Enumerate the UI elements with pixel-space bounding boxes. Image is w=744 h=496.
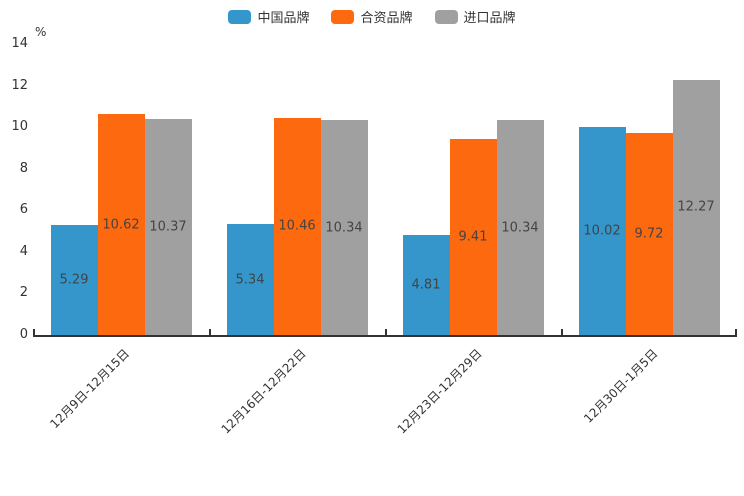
bar-series3-group3: 10.34 bbox=[496, 120, 544, 335]
bar-group-3: 4.81 9.41 10.34 bbox=[385, 44, 561, 335]
x-axis-tick bbox=[33, 329, 35, 335]
bar-group-1: 5.29 10.62 10.37 bbox=[33, 44, 209, 335]
y-tick-label: 0 bbox=[19, 327, 28, 342]
y-tick-label: 14 bbox=[11, 36, 28, 51]
bar-series3-group4: 12.27 bbox=[672, 79, 720, 335]
legend-swatch-icon bbox=[331, 9, 355, 24]
bar-series3-group1: 10.37 bbox=[144, 119, 192, 335]
bar-value-label: 10.37 bbox=[149, 219, 187, 235]
x-category-label: 12月23日-12月29日 bbox=[394, 346, 485, 437]
legend-label: 合资品牌 bbox=[360, 11, 413, 26]
bar-value-label: 10.62 bbox=[102, 217, 140, 233]
y-tick-label: 4 bbox=[19, 243, 28, 259]
legend-label: 进口品牌 bbox=[463, 11, 516, 26]
x-axis-tick bbox=[209, 329, 211, 335]
bar-series1-group2: 5.34 bbox=[226, 224, 274, 335]
bar-series1-group3: 4.81 bbox=[402, 235, 450, 335]
x-category-label: 12月9日-12月15日 bbox=[47, 346, 133, 432]
bar-value-label: 4.81 bbox=[411, 277, 441, 293]
bar-value-label: 9.72 bbox=[634, 226, 664, 242]
y-tick-label: 2 bbox=[19, 285, 28, 301]
bar-value-label: 10.34 bbox=[501, 220, 539, 236]
bar-value-label: 10.02 bbox=[583, 223, 621, 239]
bar-value-label: 10.34 bbox=[325, 220, 363, 236]
bar-group-4: 10.02 9.72 12.27 bbox=[561, 44, 737, 335]
bar-series2-group4: 9.72 bbox=[625, 132, 673, 335]
y-tick-label: 12 bbox=[11, 77, 28, 93]
x-axis-tick bbox=[385, 329, 387, 335]
y-axis-unit-label: % bbox=[35, 25, 47, 39]
plot-area: 5.29 10.62 10.37 5.34 10.46 10.34 4.81 9.41 10.3… bbox=[33, 44, 737, 337]
legend-item-1: 中国品牌 bbox=[228, 7, 309, 26]
bar-value-label: 5.29 bbox=[59, 272, 89, 288]
legend: 中国品牌 合资品牌 进口品牌 bbox=[0, 7, 744, 26]
y-tick-label: 10 bbox=[11, 119, 28, 135]
legend-swatch-icon bbox=[228, 9, 252, 24]
x-axis-tick bbox=[735, 329, 737, 335]
legend-item-2: 合资品牌 bbox=[331, 7, 413, 26]
y-tick-label: 6 bbox=[19, 202, 28, 218]
legend-swatch-icon bbox=[434, 9, 458, 24]
bar-series1-group1: 5.29 bbox=[50, 225, 98, 335]
legend-label: 中国品牌 bbox=[257, 11, 310, 26]
bar-group-2: 5.34 10.46 10.34 bbox=[209, 44, 385, 335]
x-category-label: 12月30日-1月5日 bbox=[581, 346, 661, 426]
bar-value-label: 10.46 bbox=[278, 218, 316, 234]
bar-series2-group1: 10.62 bbox=[97, 114, 145, 335]
bar-value-label: 12.27 bbox=[677, 199, 715, 215]
bar-value-label: 9.41 bbox=[458, 229, 488, 245]
bar-value-label: 5.34 bbox=[235, 272, 265, 287]
bar-series2-group3: 9.41 bbox=[449, 139, 497, 335]
legend-item-3: 进口品牌 bbox=[434, 7, 516, 26]
x-axis-tick bbox=[561, 329, 563, 335]
bar-series1-group4: 10.02 bbox=[578, 126, 626, 335]
x-category-label: 12月16日-12月22日 bbox=[218, 346, 309, 437]
y-tick-label: 8 bbox=[19, 160, 28, 176]
bar-series2-group2: 10.46 bbox=[273, 117, 321, 335]
bar-series3-group2: 10.34 bbox=[320, 120, 368, 335]
